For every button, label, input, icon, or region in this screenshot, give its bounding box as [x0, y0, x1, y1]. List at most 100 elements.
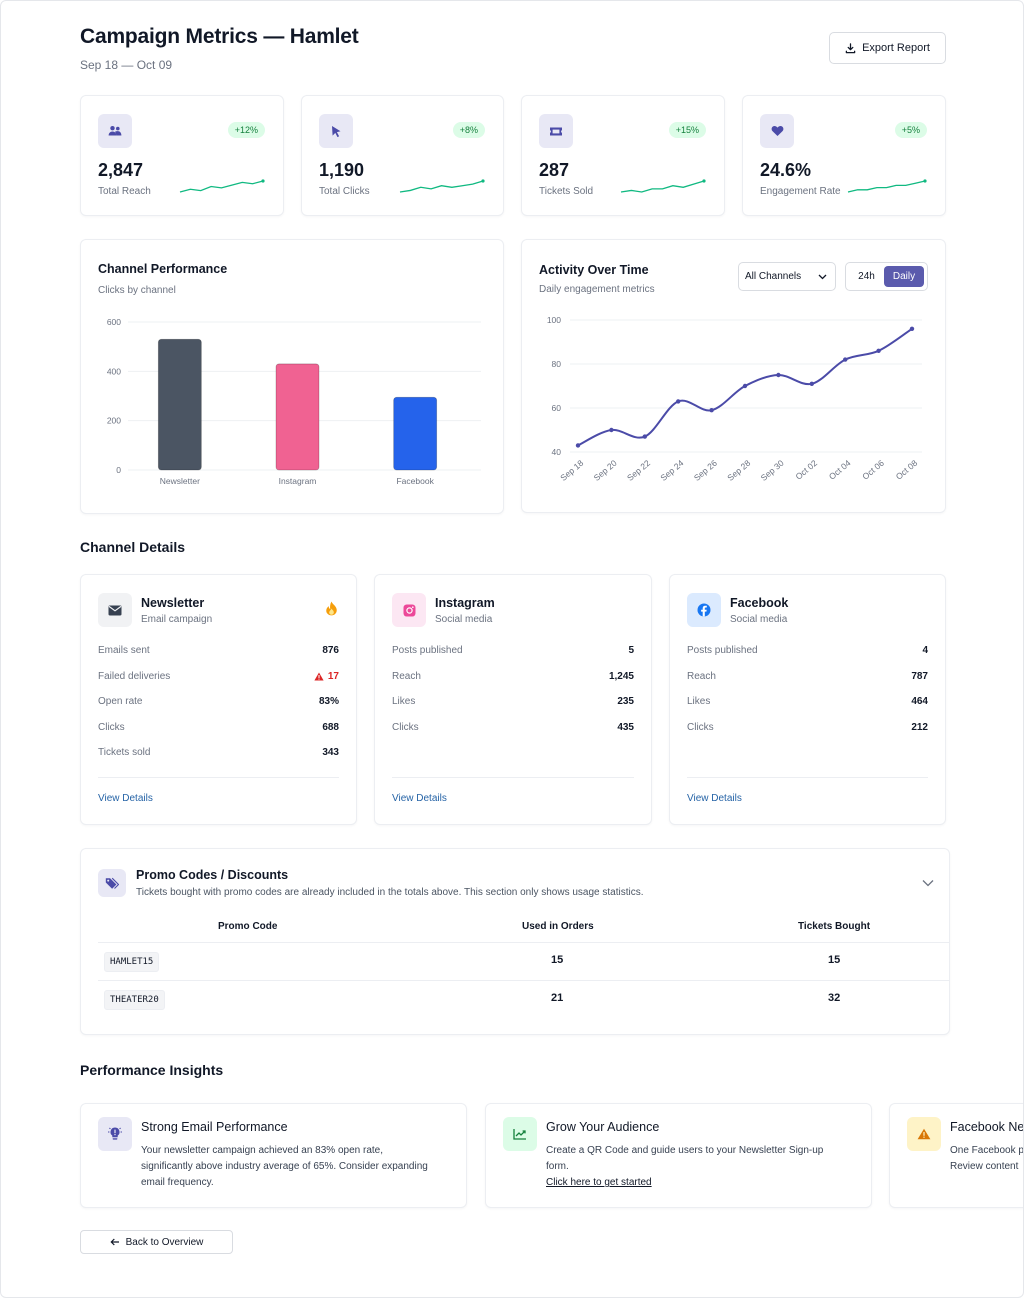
users-icon — [98, 114, 132, 148]
metric-label: Open rate — [98, 696, 143, 707]
metric-value: 235 — [617, 696, 634, 707]
collapse-chevron-icon[interactable] — [922, 879, 934, 887]
channel-type: Email campaign — [141, 614, 213, 625]
x-tick-label: Sep 28 — [725, 458, 752, 483]
y-tick-label: 400 — [107, 366, 121, 376]
channel-name: Instagram — [435, 596, 495, 610]
sparkline-path — [399, 180, 484, 193]
stat-value: 1,190 — [319, 160, 365, 180]
bar — [393, 396, 438, 471]
bar — [275, 363, 320, 471]
divider — [98, 777, 339, 778]
metric-row: Failed deliveries 17 — [98, 671, 339, 685]
metric-label: Reach — [687, 671, 716, 682]
metric-row: Likes 235 — [392, 696, 634, 710]
insight-line: One Facebook p — [950, 1145, 1024, 1156]
metric-value: 435 — [617, 722, 634, 733]
data-point — [776, 372, 781, 378]
get-started-link[interactable]: Click here to get started — [546, 1177, 652, 1188]
promo-col-header: Tickets Bought — [798, 921, 871, 932]
warning-icon — [314, 672, 324, 681]
channel-name: Newsletter — [141, 596, 205, 610]
metric-row: Clicks 688 — [98, 722, 339, 736]
insight-line: Create a QR Code and guide users to your… — [546, 1145, 824, 1156]
back-to-overview-button[interactable]: Back to Overview — [80, 1230, 233, 1254]
metric-row: Clicks 435 — [392, 722, 634, 736]
metric-row: Emails sent 876 — [98, 645, 339, 659]
promo-tickets: 15 — [828, 954, 841, 966]
stat-label: Total Reach — [98, 186, 151, 197]
metric-row: Open rate 83% — [98, 696, 339, 710]
stat-value: 2,847 — [98, 160, 144, 180]
metric-value: 464 — [911, 696, 928, 707]
range-option-daily[interactable]: Daily — [884, 266, 924, 287]
divider — [392, 777, 634, 778]
promo-title: Promo Codes / Discounts — [136, 868, 289, 882]
y-tick-label: 40 — [552, 447, 562, 457]
sparkline — [620, 179, 706, 193]
metric-label: Failed deliveries — [98, 671, 171, 682]
metric-label: Posts published — [392, 645, 463, 656]
metric-value: 787 — [911, 671, 928, 682]
activity-title: Activity Over Time — [539, 263, 649, 277]
promo-col-header: Promo Code — [218, 921, 278, 932]
metric-label: Clicks — [98, 722, 125, 733]
y-tick-label: 0 — [116, 465, 121, 475]
y-tick-label: 100 — [547, 315, 561, 325]
channel-select[interactable]: All Channels — [738, 262, 836, 291]
promo-code: HAMLET15 — [104, 952, 160, 972]
range-option-24h[interactable]: 24h — [858, 271, 875, 282]
x-tick-label: Sep 22 — [625, 458, 652, 483]
channel-card-newsletter: Newsletter Email campaign Emails sent 876… — [80, 574, 357, 825]
insights-title: Performance Insights — [80, 1062, 224, 1078]
chevron-down-icon — [818, 274, 827, 279]
insight-line: Your newsletter campaign achieved an 83%… — [141, 1145, 384, 1156]
fire-icon — [326, 601, 337, 616]
channel-card-instagram: Instagram Social media Posts published 5 … — [374, 574, 652, 825]
y-tick-label: 80 — [552, 359, 562, 369]
metric-label: Reach — [392, 671, 421, 682]
data-point — [709, 408, 714, 413]
sparkline — [847, 179, 927, 193]
metric-value: 4 — [922, 645, 928, 656]
promo-col-header: Used in Orders — [522, 921, 594, 932]
channel-details-title: Channel Details — [80, 539, 186, 555]
data-point — [742, 383, 748, 389]
metric-row: Likes 464 — [687, 696, 928, 710]
data-point — [843, 357, 848, 362]
promo-tickets: 32 — [828, 992, 841, 1004]
insight-body: Create a QR Code and guide users to your… — [546, 1143, 823, 1191]
metric-row: Posts published 4 — [687, 645, 928, 659]
stat-change-badge: +15% — [668, 122, 706, 138]
metric-value: 17 — [327, 671, 339, 682]
x-tick-label: Facebook — [396, 476, 434, 486]
stat-card-engagement: +5% 24.6% Engagement Rate — [742, 95, 946, 216]
y-tick-label: 600 — [107, 317, 121, 327]
insight-card: Strong Email Performance Your newsletter… — [80, 1103, 467, 1208]
channel-performance-title: Channel Performance — [98, 262, 228, 276]
channel-performance-subtitle: Clicks by channel — [98, 285, 176, 296]
metric-row: Clicks 212 — [687, 722, 928, 736]
cursor-icon — [319, 114, 353, 148]
metric-label: Posts published — [687, 645, 758, 656]
sparkline-end-point — [702, 179, 706, 183]
stat-card-reach: +12% 2,847 Total Reach — [80, 95, 284, 216]
activity-subtitle: Daily engagement metrics — [539, 284, 655, 295]
sparkline-end-point — [481, 179, 485, 183]
sparkline-path — [620, 180, 705, 193]
sparkline-path — [847, 180, 926, 193]
metric-value: 688 — [322, 722, 339, 733]
promo-used: 15 — [551, 954, 564, 966]
warning-icon — [907, 1117, 941, 1151]
activity-card: Activity Over Time Daily engagement metr… — [521, 239, 946, 513]
stat-card-clicks: +8% 1,190 Total Clicks — [301, 95, 504, 216]
view-details-link[interactable]: View Details — [98, 793, 153, 804]
export-report-button[interactable]: Export Report — [829, 32, 946, 64]
insight-card: Grow Your Audience Create a QR Code and … — [485, 1103, 872, 1208]
heart-icon — [760, 114, 794, 148]
bar — [157, 338, 202, 471]
view-details-link[interactable]: View Details — [392, 793, 447, 804]
view-details-link[interactable]: View Details — [687, 793, 742, 804]
metric-value: 212 — [911, 722, 928, 733]
